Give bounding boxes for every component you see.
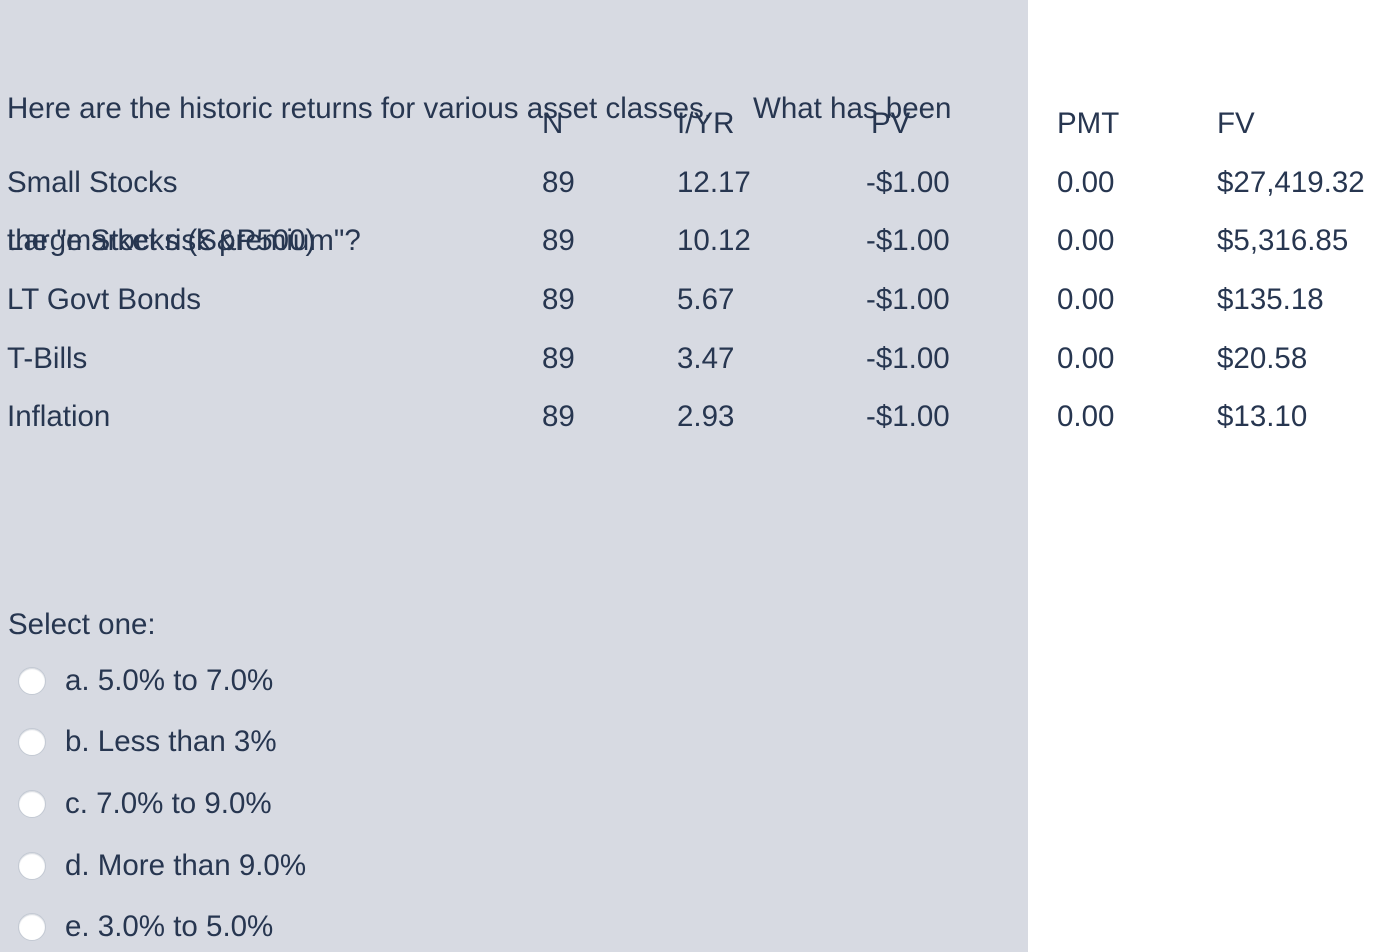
header-pmt: PMT xyxy=(1057,107,1120,141)
question-text: Here are the historic returns for variou… xyxy=(7,0,1017,351)
radio-option-e[interactable]: e. 3.0% to 5.0% xyxy=(0,896,1020,952)
table-row-lt-govt-bonds: LT Govt Bonds 89 5.67 -$1.00 0.00 $135.1… xyxy=(7,271,1376,330)
asset-label: Large Stocks (S&P500) xyxy=(7,224,316,258)
header-pv: PV xyxy=(871,107,911,141)
radio-button-d[interactable] xyxy=(18,851,46,880)
pv-value: -$1.00 xyxy=(866,165,950,199)
iyr-value: 5.67 xyxy=(677,283,735,317)
fv-value: $135.18 xyxy=(1217,283,1324,317)
option-label-d[interactable]: d. More than 9.0% xyxy=(65,848,307,882)
pv-value: -$1.00 xyxy=(866,341,950,375)
iyr-value: 10.12 xyxy=(677,224,751,258)
question-panel-background xyxy=(0,0,1028,952)
header-fv: FV xyxy=(1217,107,1255,141)
radio-button-a[interactable] xyxy=(18,666,46,695)
table-row-t-bills: T-Bills 89 3.47 -$1.00 0.00 $20.58 xyxy=(7,329,1376,388)
iyr-value: 3.47 xyxy=(677,341,735,375)
pmt-value: 0.00 xyxy=(1057,283,1115,317)
option-label-b[interactable]: b. Less than 3% xyxy=(65,725,277,759)
n-value: 89 xyxy=(542,341,575,375)
fv-value: $13.10 xyxy=(1217,400,1308,434)
pmt-value: 0.00 xyxy=(1057,341,1115,375)
option-label-a[interactable]: a. 5.0% to 7.0% xyxy=(65,663,274,697)
radio-option-c[interactable]: c. 7.0% to 9.0% xyxy=(0,773,1020,835)
option-label-e[interactable]: e. 3.0% to 5.0% xyxy=(65,910,274,944)
select-one-prompt: Select one: xyxy=(8,608,156,641)
question-text-line2: the "market risk premium"? xyxy=(7,224,361,257)
pv-value: -$1.00 xyxy=(866,224,950,258)
asset-label: LT Govt Bonds xyxy=(7,283,202,317)
header-iyr: I/YR xyxy=(677,107,735,141)
answer-options: a. 5.0% to 7.0% b. Less than 3% c. 7.0% … xyxy=(0,650,1020,952)
table-row-small-stocks: Small Stocks 89 12.17 -$1.00 0.00 $27,41… xyxy=(7,154,1376,213)
fv-value: $5,316.85 xyxy=(1217,224,1349,258)
n-value: 89 xyxy=(542,283,575,317)
pv-value: -$1.00 xyxy=(866,400,950,434)
radio-button-c[interactable] xyxy=(18,789,46,818)
fv-value: $27,419.32 xyxy=(1217,165,1365,199)
radio-button-b[interactable] xyxy=(18,728,46,757)
n-value: 89 xyxy=(542,224,575,258)
radio-button-e[interactable] xyxy=(18,913,46,942)
iyr-value: 12.17 xyxy=(677,165,751,199)
iyr-value: 2.93 xyxy=(677,400,735,434)
pmt-value: 0.00 xyxy=(1057,224,1115,258)
asset-label: T-Bills xyxy=(7,341,88,375)
asset-returns-table: N I/YR PV PMT FV Small Stocks 89 12.17 -… xyxy=(7,95,1376,447)
asset-label: Inflation xyxy=(7,400,111,434)
asset-label: Small Stocks xyxy=(7,165,178,199)
pmt-value: 0.00 xyxy=(1057,165,1115,199)
question-text-line1: Here are the historic returns for variou… xyxy=(7,92,952,125)
header-n: N xyxy=(542,107,564,141)
fv-value: $20.58 xyxy=(1217,341,1308,375)
table-header-row: N I/YR PV PMT FV xyxy=(7,95,1376,154)
radio-option-b[interactable]: b. Less than 3% xyxy=(0,712,1020,774)
n-value: 89 xyxy=(542,165,575,199)
pv-value: -$1.00 xyxy=(866,283,950,317)
n-value: 89 xyxy=(542,400,575,434)
table-row-large-stocks: Large Stocks (S&P500) 89 10.12 -$1.00 0.… xyxy=(7,212,1376,271)
pmt-value: 0.00 xyxy=(1057,400,1115,434)
radio-option-d[interactable]: d. More than 9.0% xyxy=(0,835,1020,897)
radio-option-a[interactable]: a. 5.0% to 7.0% xyxy=(0,650,1020,712)
table-row-inflation: Inflation 89 2.93 -$1.00 0.00 $13.10 xyxy=(7,388,1376,447)
option-label-c[interactable]: c. 7.0% to 9.0% xyxy=(65,786,272,820)
